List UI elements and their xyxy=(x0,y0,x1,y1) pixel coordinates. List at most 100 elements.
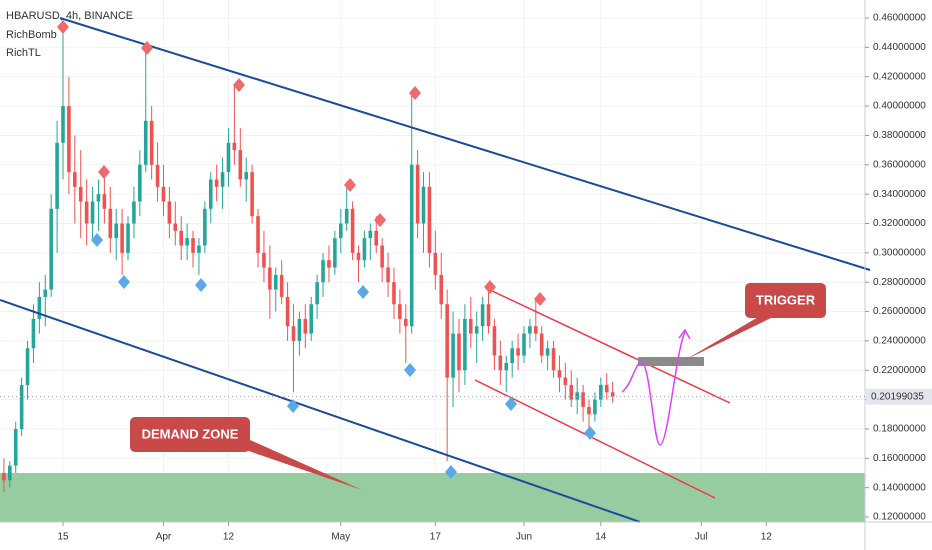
candle-body xyxy=(155,164,160,187)
x-tick-label: 17 xyxy=(430,532,442,543)
candle-body xyxy=(114,223,118,239)
candle-body xyxy=(167,201,172,224)
candle-body xyxy=(43,289,48,297)
x-tick-label: 14 xyxy=(595,532,607,543)
candle-body xyxy=(575,392,579,400)
y-tick-label: 0.12000000 xyxy=(873,512,926,523)
candle-body xyxy=(84,201,89,224)
callout xyxy=(745,283,826,318)
candle-body xyxy=(504,362,509,371)
candle-body xyxy=(2,472,6,481)
indicator-name: RichTL xyxy=(6,47,41,59)
candle-body xyxy=(297,318,302,341)
x-tick-label: 15 xyxy=(57,532,69,543)
y-tick-label: 0.32000000 xyxy=(873,218,926,229)
candle-body xyxy=(439,274,444,305)
y-tick-label: 0.36000000 xyxy=(873,159,926,170)
candle-body xyxy=(220,172,225,187)
grid xyxy=(0,0,865,522)
candle-body xyxy=(232,142,237,151)
x-tick-label: May xyxy=(331,532,350,543)
marker xyxy=(534,292,546,306)
candle-body xyxy=(528,326,532,334)
y-tick-label: 0.34000000 xyxy=(873,189,926,200)
candle-body xyxy=(90,201,95,224)
candle-body xyxy=(132,201,136,224)
candle-body xyxy=(149,120,154,165)
x-tick-label: Jun xyxy=(516,532,532,543)
candle-body xyxy=(433,252,438,275)
marker xyxy=(57,20,69,34)
marker xyxy=(484,280,496,294)
candle-body xyxy=(587,406,591,415)
candle-body xyxy=(350,208,355,253)
marker xyxy=(357,285,369,299)
candle-body xyxy=(126,223,130,253)
candle-body xyxy=(463,318,467,371)
candle-body xyxy=(19,384,24,429)
y-tick-label: 0.44000000 xyxy=(873,42,926,53)
candle-body xyxy=(67,106,71,173)
candle-body xyxy=(96,194,101,202)
candle-body xyxy=(427,186,432,253)
candle-body xyxy=(534,326,538,334)
marker xyxy=(98,165,110,179)
last-price-label: 0.20199035 xyxy=(871,391,924,402)
indicator-name: RichBomb xyxy=(6,29,57,41)
candle-body xyxy=(13,428,18,466)
candle-body xyxy=(392,282,396,305)
candle-body xyxy=(197,245,201,253)
candle-body xyxy=(539,333,544,356)
y-tick-label: 0.18000000 xyxy=(873,424,926,435)
candle-body xyxy=(498,355,503,371)
candle-body xyxy=(445,304,449,378)
candle-body xyxy=(510,348,514,363)
callout-text: TRIGGER xyxy=(756,292,816,307)
candle-body xyxy=(191,238,195,253)
candle-body xyxy=(285,296,290,327)
axes: 0.12000000 0.14000000 0.16000000 0.18000000… xyxy=(0,13,932,543)
candle-body xyxy=(214,179,219,187)
candle-body xyxy=(333,238,337,268)
y-tick-label: 0.42000000 xyxy=(873,71,926,82)
marker xyxy=(404,363,416,377)
candle-body xyxy=(8,465,12,481)
candle-body xyxy=(344,208,349,224)
trendline xyxy=(0,299,641,523)
candle-body xyxy=(492,326,497,356)
candle-body xyxy=(208,179,213,209)
candles xyxy=(2,25,615,493)
candle-body xyxy=(143,120,148,165)
marker xyxy=(141,41,153,55)
candle-body xyxy=(250,172,254,217)
candle-body xyxy=(563,377,568,385)
candle-body xyxy=(262,252,266,268)
candle-body xyxy=(415,164,420,224)
callout-pointer xyxy=(240,440,362,490)
last-price-box xyxy=(866,388,932,405)
bottom-markers xyxy=(91,233,596,479)
candle-body xyxy=(421,186,426,224)
demand-zone xyxy=(0,473,865,522)
candle-body xyxy=(55,142,59,209)
trendline xyxy=(59,17,871,271)
candle-body xyxy=(474,326,479,334)
candle-body xyxy=(49,208,53,290)
candle-body xyxy=(309,304,314,334)
marker xyxy=(344,178,356,192)
candle-body xyxy=(173,223,178,231)
callout-pointer xyxy=(685,316,775,360)
candle-body xyxy=(581,392,585,407)
candle-body xyxy=(256,216,260,253)
marker xyxy=(287,399,299,413)
channel-line xyxy=(474,379,716,499)
candle-body xyxy=(480,304,485,327)
candle-body xyxy=(380,245,384,268)
y-tick-label: 0.38000000 xyxy=(873,130,926,141)
projection-arrow xyxy=(678,328,691,340)
candle-body xyxy=(604,384,609,393)
candle-body xyxy=(610,392,615,397)
candle-body xyxy=(551,348,556,371)
